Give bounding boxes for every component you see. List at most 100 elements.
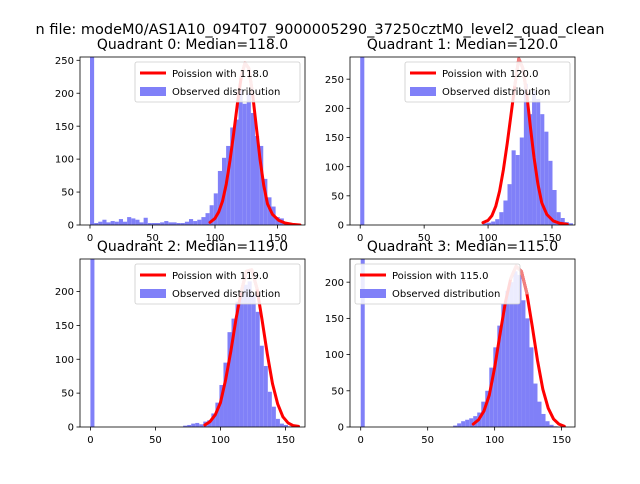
quadrant-1-ytick-label: 150 [325,133,344,144]
quadrant-1-hist-bar [523,83,528,225]
figure-suptitle: n file: modeM0/AS1A10_094T07_9000005290_… [36,22,605,38]
quadrant-1-hist-bar [499,212,504,225]
quadrant-0-hist-bar [263,178,268,225]
quadrant-2-xtick-label: 0 [87,435,93,446]
legend-bar-swatch [140,289,166,298]
quadrant-1-ytick-label: 100 [325,162,344,173]
quadrant-2-xtick-label: 150 [276,435,295,446]
quadrant-0-hist-bar [98,221,103,225]
quadrant-2-hist-bar [247,281,252,427]
quadrant-0-hist-bar [110,221,115,225]
legend-box [404,61,571,103]
quadrant-1-hist-bar [511,150,516,225]
quadrant-2-hist-bar [211,413,216,427]
quadrant-1-hist-bar [503,200,508,225]
quadrant-2-ytick-label: 50 [61,389,74,400]
quadrant-3-axes: 0 50 100 150 0 50 100 150 200 Quadrant 3: Median=… [325,239,576,446]
quadrant-2-hist-bar [259,345,264,427]
quadrant-0-hist-bar [217,170,222,225]
quadrant-3-hist-bar [533,383,538,427]
quadrant-3-hist-bar [465,419,470,427]
quadrant-2-hist-bar [183,425,188,427]
legend-bar-label: Observed distribution [392,289,500,300]
quadrant-1-hist-bar [515,155,520,225]
quadrant-2-legend: Poission with 119.0 Observed distribution [134,263,301,305]
quadrant-2-hist-bar [223,362,228,427]
quadrant-0-ytick-label: 50 [61,188,74,199]
quadrant-2-ytick-label: 150 [55,321,74,332]
legend-box [134,263,301,305]
quadrant-1-hist-bar [491,221,496,225]
quadrant-0-ytick-label: 200 [55,89,74,100]
quadrant-0-hist-bar [90,57,95,225]
quadrant-2-title: Quadrant 2: Median=119.0 [97,239,288,255]
quadrant-0-hist-bar [172,222,177,225]
quadrant-3-xtick-label: 150 [552,435,571,446]
quadrant-0-hist-bar [114,221,119,225]
quadrant-3-ytick-label: 150 [325,314,344,325]
legend-bar-swatch [140,87,166,96]
quadrant-0-hist-bar [131,218,136,225]
quadrant-1-hist-bar [560,218,565,225]
quadrant-3-hist-bar [469,418,474,427]
quadrant-3-hist-bar [509,282,514,427]
quadrant-0-hist-bar [197,219,202,225]
quadrant-1-hist-bar [536,99,541,225]
quadrant-1-axes: 0 50 100 150 0 50 100 150 200 250 Quadrant 1: Medi… [325,37,576,244]
quadrant-3-hist-bar [517,274,522,427]
quadrant-1-hist-bar [495,219,500,225]
quadrant-0-hist-bar [205,213,210,225]
quadrant-2-hist-bar [271,406,276,427]
quadrant-2-hist-bar [283,424,288,427]
quadrant-0-hist-bar [127,217,132,225]
legend-bar-label: Observed distribution [442,87,550,98]
quadrant-1-hist-bar [482,223,488,225]
quadrant-0-hist-bar [160,222,165,225]
quadrant-0-hist-bar [143,217,148,225]
quadrant-3-hist-bar [549,424,554,427]
quadrant-2-hist-bar [195,422,200,427]
quadrant-1-hist-bar [544,131,549,225]
legend-line-label: Poission with 119.0 [172,271,268,282]
quadrant-0-hist-bar [94,223,99,225]
quadrant-0-ytick-label: 250 [55,56,74,67]
quadrant-3-ytick-label: 50 [331,386,344,397]
quadrant-2-hist-bar [219,385,224,427]
quadrant-1-hist-bar [527,114,533,225]
quadrant-0-xtick-label: 0 [87,233,93,244]
quadrant-3-plot-area [360,259,566,427]
quadrant-2-hist-bar [199,424,204,427]
legend-bar-label: Observed distribution [172,289,280,300]
quadrant-0-hist-bar [193,221,198,225]
quadrant-0-hist-bar [139,222,144,225]
quadrant-3-ytick-label: 0 [338,423,344,434]
quadrant-2-hist-bar [267,391,272,427]
quadrant-0-xtick-label: 100 [205,233,224,244]
quadrant-1-hist-bar [519,137,524,225]
quadrant-2-hist-bar [215,402,220,427]
quadrant-2-xtick-label: 50 [149,435,162,446]
quadrant-2-hist-bar [90,259,95,427]
quadrant-3-ytick-label: 100 [325,350,344,361]
quadrant-0-hist-bar [180,223,185,225]
quadrant-0-hist-bar [156,223,161,225]
quadrant-2-hist-bar [235,301,240,427]
quadrant-2-ytick-label: 100 [55,355,74,366]
legend-bar-swatch [410,87,436,96]
legend-bar-swatch [360,289,386,298]
quadrant-2-hist-bar [227,332,232,427]
quadrant-3-hist-bar [501,303,506,427]
quadrant-3-hist-bar [461,421,466,427]
quadrant-0-hist-bar [102,219,107,225]
quadrant-0-legend: Poission with 118.0 Observed distribution [134,61,301,103]
quadrant-2-hist-bar [231,318,236,427]
quadrant-1-xtick-label: 50 [418,233,431,244]
quadrant-0-hist-bar [189,219,194,225]
quadrant-0-hist-bar [176,223,181,225]
quadrant-0-xtick-label: 150 [268,233,287,244]
quadrant-0-hist-bar [250,113,255,225]
quadrant-0-hist-bar [234,119,239,225]
quadrant-2-xtick-label: 100 [211,435,230,446]
quadrant-0-hist-bar [201,217,206,225]
